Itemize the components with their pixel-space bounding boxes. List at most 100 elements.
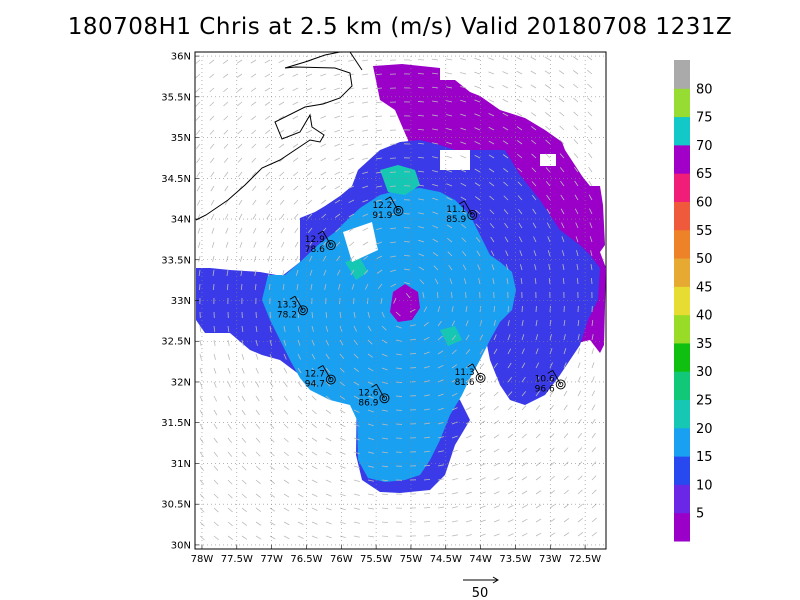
wind-vector [549, 419, 555, 425]
wind-vector [297, 395, 303, 401]
wind-vector [507, 305, 509, 313]
wind-vector [353, 521, 360, 524]
wind-vector [573, 111, 579, 117]
wind-vector [269, 535, 276, 540]
wind-vector [531, 167, 537, 173]
station-speed-label: 10.6 [535, 374, 555, 384]
wind-vector [533, 236, 537, 243]
wind-vector [334, 73, 341, 77]
wind-vector [241, 437, 247, 443]
wind-vector [195, 87, 201, 93]
wind-vector [292, 73, 299, 77]
wind-vector [241, 451, 247, 457]
wind-vector [521, 532, 528, 537]
wind-vector [283, 353, 287, 360]
wind-vector [535, 334, 539, 341]
wind-vector [479, 477, 486, 481]
wind-vector [322, 241, 327, 248]
station-barb [552, 370, 562, 385]
wind-vector [239, 241, 243, 248]
colorbar-swatch [674, 116, 690, 146]
wind-vector [325, 409, 332, 414]
wind-vector [367, 325, 372, 332]
data-gap-3 [540, 154, 556, 166]
wind-vector [504, 236, 509, 243]
wind-vector [367, 395, 374, 399]
wind-vector [381, 521, 389, 524]
wind-vector [535, 476, 542, 481]
wind-vector [493, 377, 499, 383]
wind-vector [432, 86, 439, 89]
wind-vector [516, 70, 523, 75]
wind-vector [199, 507, 205, 513]
wind-vector [474, 141, 481, 145]
wind-vector [576, 250, 579, 257]
lat-tick-label: 32.5N [161, 337, 191, 348]
station-inner-ring [469, 212, 475, 218]
wind-vector [295, 269, 299, 276]
wind-vector [502, 85, 509, 89]
wind-vector [199, 353, 202, 360]
wind-vector [460, 85, 467, 89]
wind-vector [376, 157, 383, 160]
coastline-north-carolina [195, 52, 353, 221]
wind-vector [465, 449, 472, 453]
wind-vector [488, 85, 495, 89]
wind-vector [479, 305, 482, 313]
wind-vector [474, 196, 481, 201]
wind-vector [381, 339, 388, 344]
wind-vector [199, 409, 204, 416]
wind-vector [209, 129, 215, 135]
wind-vector [297, 423, 303, 429]
colorbar-label: 5 [696, 507, 704, 522]
wind-vector [269, 367, 273, 374]
lat-tick-label: 35N [171, 133, 191, 144]
wind-vector [507, 533, 514, 537]
wind-vector [436, 291, 439, 299]
wind-vector [381, 325, 387, 331]
wind-vector [535, 461, 541, 467]
wind-vector [210, 171, 215, 178]
wind-vector [417, 114, 425, 117]
wind-vector [334, 101, 341, 105]
wind-vector [381, 381, 388, 385]
wind-vector [558, 84, 565, 89]
wind-vector [591, 348, 594, 355]
wind-vector [479, 463, 486, 467]
wind-vector [320, 171, 327, 176]
wind-vector [591, 418, 596, 425]
wind-vector [367, 409, 374, 413]
wind-vector [362, 199, 369, 203]
wind-vector [241, 465, 247, 471]
wind-vector [563, 418, 568, 425]
station-speed-label: 12.9 [305, 235, 325, 245]
wind-vector [451, 478, 458, 481]
wind-vector [577, 517, 583, 523]
wind-vector [353, 409, 360, 413]
wind-vector [465, 520, 472, 523]
wind-vector [381, 507, 389, 510]
wind-vector [367, 311, 370, 318]
station-outer-ring [475, 372, 486, 383]
wind-vector [517, 153, 523, 159]
wind-vector [362, 213, 369, 217]
wind-vector [269, 395, 274, 402]
wind-vector [577, 404, 582, 411]
wind-vector [237, 101, 243, 107]
wind-vector [432, 225, 439, 229]
wind-vector [516, 98, 523, 103]
wind-vector [574, 194, 579, 201]
wind-vector [376, 143, 383, 146]
wind-vector [377, 283, 383, 289]
wind-vector [488, 154, 495, 159]
wind-vector [395, 395, 403, 397]
wind-vector [255, 381, 260, 388]
station-direction-label: 78.6 [305, 245, 325, 255]
lon-tick-label: 77W [260, 554, 283, 565]
wind-vector [306, 157, 313, 162]
wind-vector [339, 353, 345, 359]
colorbar-label: 65 [696, 167, 713, 182]
lon-tick-label: 72.5W [569, 554, 601, 565]
wind-vector [306, 101, 313, 105]
wind-vector [213, 465, 219, 471]
